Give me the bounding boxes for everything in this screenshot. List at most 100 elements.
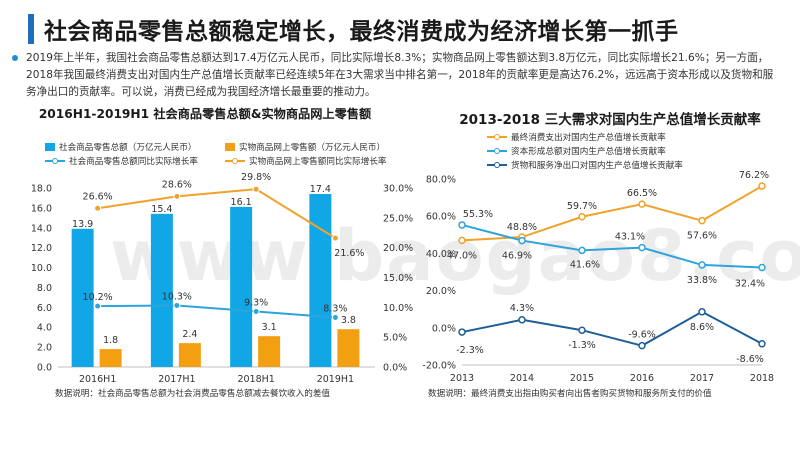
line-point [638,341,646,350]
line-data-label: -9.6% [628,330,656,341]
left-chart-legend: 社会商品零售总额（万亿元人民币） 实物商品网上零售额（万亿元人民币） 社会商品零… [45,141,405,171]
line-point [252,185,260,193]
legend-label: 社会商品零售总额（万亿元人民币） [59,143,197,153]
line-point [638,243,646,252]
legend-swatch-teal-line [45,157,65,165]
y2-axis-tick-label: 10.0% [383,303,413,314]
line-data-label: 8.3% [323,303,347,314]
line-data-label: 41.6% [570,259,600,270]
bar-online-retail [337,329,360,367]
line-point [252,308,260,316]
bullet-icon [12,55,18,61]
line-point [173,302,181,310]
bar-data-label: 16.1 [231,197,252,208]
y-axis-tick-label: 20.0% [426,286,456,297]
line-data-label: 8.6% [690,322,714,333]
line-data-label: -8.6% [736,354,764,365]
y-axis-tick-label: 60.0% [426,212,456,223]
y-axis-tick-label: 10.0 [31,263,52,274]
intro-paragraph: 2019年上半年，我国社会商品零售总额达到17.4万亿元人民币，同比实际增长8.… [12,50,782,101]
y-axis-tick-label: 40.0% [426,249,456,260]
y-axis-tick-label: 80.0% [426,175,456,186]
legend-label: 最终消费支出对国内生产总值增长贡献率 [511,133,666,143]
line-point [94,204,102,212]
left-chart-title: 2016H1-2019H1 社会商品零售总额&实物商品网上零售额 [38,107,372,121]
line-data-label: -2.3% [456,345,484,356]
line-data-label: 55.3% [463,209,493,220]
y2-axis-tick-label: 25.0% [383,213,413,224]
line-point [518,236,526,245]
line-data-label: 46.9% [502,251,532,262]
y2-axis-tick-label: 5.0% [383,333,407,344]
legend-label: 实物商品网上零售额同比实际增长率 [249,157,387,167]
bar-online-retail [99,349,122,367]
line-data-label: 10.2% [83,292,113,303]
line-point [458,236,466,245]
line-point [638,200,646,208]
line-point [578,326,586,334]
x-axis-tick-label: 2015 [570,373,594,384]
bar-data-label: 3.1 [262,322,277,333]
bar-data-label: 2.4 [182,329,197,340]
legend-item-net-export: 货物和服务净出口对国内生产总值增长贡献率 [487,159,683,171]
legend-swatch-teal-line [487,147,507,155]
y2-axis-tick-label: 15.0% [383,273,413,284]
line-data-label: 32.4% [735,279,765,290]
line-data-label: 26.6% [83,191,113,202]
y2-axis-tick-label: 0.0% [383,363,407,374]
line-data-label: 9.3% [244,298,268,309]
y-axis-tick-label: -20.0% [422,361,456,372]
y-axis-tick-label: 0.0% [432,323,456,334]
legend-swatch-blue [45,143,55,151]
legend-item-retail-total: 社会商品零售总额（万亿元人民币） [45,141,197,153]
line-point [578,246,586,255]
series-line [97,304,336,319]
line-point [698,216,706,225]
x-axis-tick-label: 2018H1 [237,374,274,385]
series-line [97,188,336,239]
line-point [518,316,526,324]
line-point [331,234,339,242]
legend-item-consumption: 最终消费支出对国内生产总值增长贡献率 [487,131,666,143]
y-axis-tick-label: 16.0 [31,203,52,214]
line-point [698,261,706,269]
bar-data-label: 15.4 [151,204,172,215]
x-axis-tick-label: 2014 [510,373,534,384]
bar-data-label: 17.4 [310,184,331,195]
line-data-label: 21.6% [334,248,364,259]
line-data-label: 76.2% [739,170,769,181]
x-axis-tick-label: 2018 [750,373,774,384]
right-chart-legend: 最终消费支出对国内生产总值增长贡献率 资本形成总额对国内生产总值增长贡献率 货物… [487,131,787,175]
legend-swatch-navy-line [487,161,507,169]
x-axis-tick-label: 2016H1 [79,374,116,385]
y-axis-tick-label: 14.0 [31,223,52,234]
line-point [578,213,586,221]
title-accent-bar [28,14,34,44]
legend-swatch-orange [225,143,235,151]
bar-online-retail [178,343,201,367]
line-data-label: 48.8% [507,222,537,233]
line-data-label: 43.1% [615,232,645,243]
line-data-label: 28.6% [162,179,192,190]
x-axis-tick-label: 2019H1 [317,374,354,385]
y-axis-tick-label: 0.0 [37,363,52,374]
line-point [173,192,181,200]
line-point [698,308,706,316]
line-point [458,221,466,229]
y-axis-tick-label: 8.0 [37,283,52,294]
y2-axis-tick-label: 30.0% [383,184,413,195]
x-axis-tick-label: 2017 [690,373,714,384]
line-data-label: 4.3% [510,303,534,314]
bar-retail-total [309,193,332,367]
bar-retail-total [71,228,94,367]
line-point [758,263,766,272]
y-axis-tick-label: 6.0 [37,303,52,314]
line-point [331,313,339,321]
line-data-label: 29.8% [241,172,271,183]
line-data-label: 10.3% [162,292,192,303]
intro-text: 2019年上半年，我国社会商品零售总额达到17.4万亿元人民币，同比实际增长8.… [26,52,774,98]
line-data-label: 66.5% [627,188,657,199]
line-data-label: 47.0% [447,250,477,261]
